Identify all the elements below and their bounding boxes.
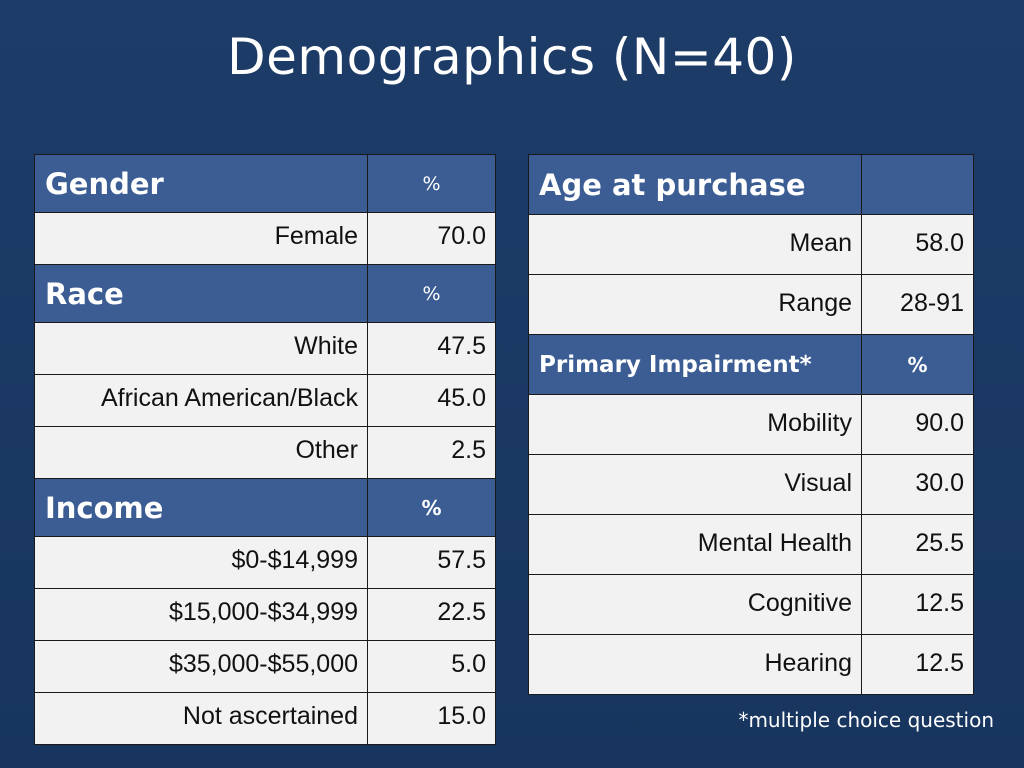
row-label: Mobility [528,394,862,455]
row-label: Not ascertained [34,692,368,745]
row-label: Female [34,212,368,265]
table-row: Female 70.0 [34,212,496,265]
row-value: 22.5 [367,588,496,641]
row-value: 30.0 [861,454,974,515]
row-value: 70.0 [367,212,496,265]
row-label: White [34,322,368,375]
race-header-row: Race % [34,264,496,323]
row-value: 2.5 [367,426,496,479]
row-value: 57.5 [367,536,496,589]
table-row: Hearing 12.5 [528,634,974,695]
row-value: 15.0 [367,692,496,745]
table-row: Cognitive 12.5 [528,574,974,635]
gender-header-row: Gender % [34,154,496,213]
row-label: Mean [528,214,862,275]
gender-pct-header: % [367,154,496,213]
row-value: 25.5 [861,514,974,575]
demographics-left-table: Gender % Female 70.0 Race % White 47.5 A… [34,154,496,745]
table-row: Mental Health 25.5 [528,514,974,575]
row-label: $15,000-$34,999 [34,588,368,641]
row-label: Hearing [528,634,862,695]
table-row: $15,000-$34,999 22.5 [34,588,496,641]
income-header: Income [34,478,368,537]
table-row: Mobility 90.0 [528,394,974,455]
table-row: White 47.5 [34,322,496,375]
impairment-pct-header: % [861,334,974,395]
table-row: Visual 30.0 [528,454,974,515]
row-label: Range [528,274,862,335]
race-pct-header: % [367,264,496,323]
table-row: Mean 58.0 [528,214,974,275]
table-row: Not ascertained 15.0 [34,692,496,745]
row-label: $35,000-$55,000 [34,640,368,693]
footnote: *multiple choice question [738,708,994,732]
slide-title: Demographics (N=40) [227,28,797,86]
table-row: $0-$14,999 57.5 [34,536,496,589]
row-label: African American/Black [34,374,368,427]
age-header: Age at purchase [528,154,862,215]
row-value: 47.5 [367,322,496,375]
income-header-row: Income % [34,478,496,537]
row-value: 90.0 [861,394,974,455]
row-label: Visual [528,454,862,515]
row-label: Cognitive [528,574,862,635]
row-value: 12.5 [861,574,974,635]
row-value: 5.0 [367,640,496,693]
row-label: Other [34,426,368,479]
impairment-header: Primary Impairment* [528,334,862,395]
impairment-header-row: Primary Impairment* % [528,334,974,395]
race-header: Race [34,264,368,323]
age-header-row: Age at purchase [528,154,974,215]
row-value: 58.0 [861,214,974,275]
gender-header: Gender [34,154,368,213]
table-row: African American/Black 45.0 [34,374,496,427]
row-value: 45.0 [367,374,496,427]
table-row: Range 28-91 [528,274,974,335]
age-pct-header [861,154,974,215]
table-row: $35,000-$55,000 5.0 [34,640,496,693]
row-label: Mental Health [528,514,862,575]
row-value: 28-91 [861,274,974,335]
row-value: 12.5 [861,634,974,695]
demographics-right-table: Age at purchase Mean 58.0 Range 28-91 Pr… [528,154,974,695]
table-row: Other 2.5 [34,426,496,479]
row-label: $0-$14,999 [34,536,368,589]
income-pct-header: % [367,478,496,537]
